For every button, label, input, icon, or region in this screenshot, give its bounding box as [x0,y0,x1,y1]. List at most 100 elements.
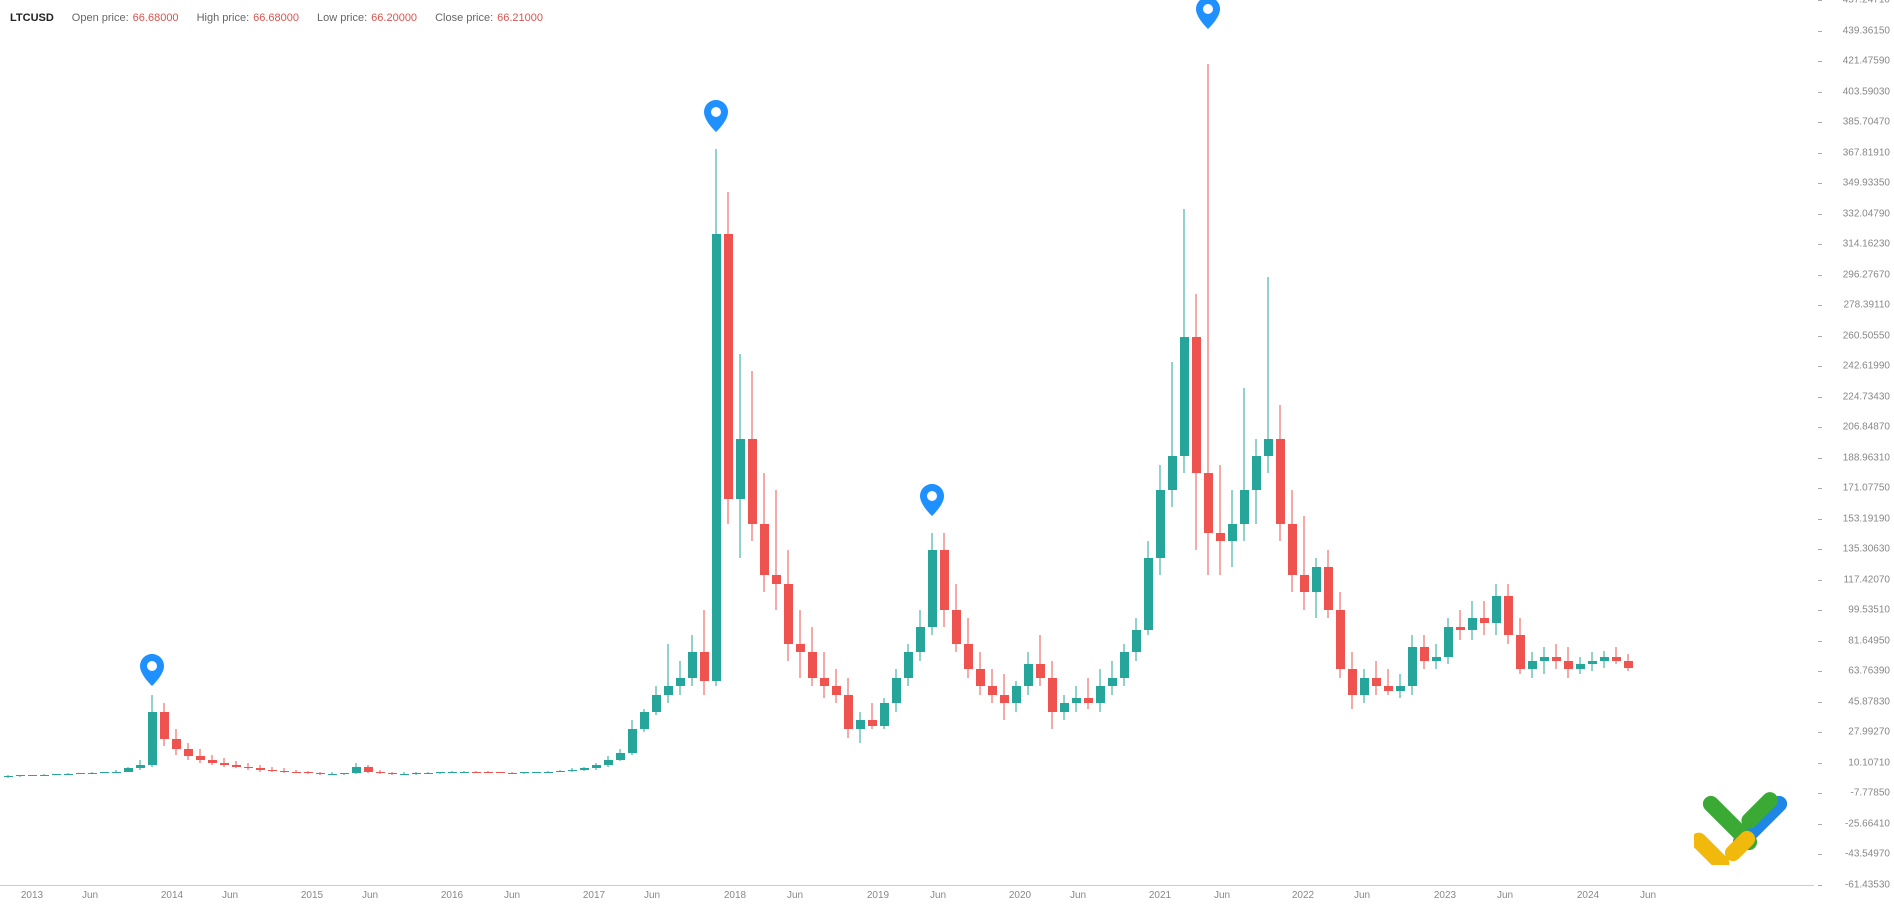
candle [1456,610,1465,641]
candle [412,772,421,774]
candle [160,703,169,746]
x-tick-label: 2016 [441,890,463,901]
candle [520,772,529,774]
candle [1324,550,1333,618]
candle [1312,558,1321,618]
y-tick-label: 242.61990 [1843,361,1890,372]
candle [1612,647,1621,664]
candle [1504,584,1513,644]
candle [112,770,121,773]
y-tick-label: 332.04790 [1843,208,1890,219]
candle [1384,669,1393,695]
location-marker-icon [1196,0,1220,29]
y-tick-label: 421.47590 [1843,56,1890,67]
candle [1012,681,1021,712]
candle [436,772,445,774]
candle [1420,635,1429,669]
candle [1600,651,1609,668]
candle [1588,652,1597,671]
candle [244,763,253,770]
candle [196,749,205,763]
candle [1084,678,1093,709]
y-tick-label: 367.81910 [1843,147,1890,158]
candle [100,772,109,774]
candle [232,761,241,768]
candle [796,610,805,678]
candle [136,760,145,770]
candle [460,771,469,773]
candle [328,772,337,775]
candle [856,712,865,743]
candle [1216,465,1225,576]
candle [280,768,289,773]
x-tick-label: 2013 [21,890,43,901]
candle [1480,601,1489,635]
candle [52,774,61,775]
x-tick-label: Jun [362,890,378,901]
candle [1060,695,1069,721]
x-tick-label: Jun [1214,890,1230,901]
candle [988,669,997,703]
candlestick-chart[interactable] [0,0,1814,885]
candle [616,749,625,761]
candle [976,652,985,695]
x-tick-label: 2018 [724,890,746,901]
candle [1516,618,1525,674]
candle [1156,465,1165,576]
candle [76,773,85,774]
candle [568,768,577,771]
candle [1108,661,1117,695]
candle [1564,647,1573,678]
candle [208,755,217,765]
candle [1348,652,1357,708]
candle [340,773,349,775]
x-tick-label: 2024 [1577,890,1599,901]
candle [772,490,781,609]
candle [424,772,433,775]
y-tick-label: -43.54970 [1845,849,1890,860]
candle [1036,635,1045,686]
y-tick-label: -61.43530 [1845,880,1890,891]
candle [400,772,409,775]
candle [892,669,901,712]
candle [1252,439,1261,524]
y-tick-label: -25.66410 [1845,818,1890,829]
time-axis[interactable]: 2013Jun2014Jun2015Jun2016Jun2017Jun2018J… [0,885,1814,910]
y-tick-label: 99.53510 [1848,605,1890,616]
candle [40,774,49,775]
location-marker-icon [140,654,164,686]
price-axis[interactable]: 457.24710439.36150421.47590403.59030385.… [1814,0,1894,885]
candle [352,763,361,774]
candle [868,703,877,729]
candle [1000,674,1009,720]
x-tick-label: 2014 [161,890,183,901]
candle [808,627,817,687]
candle [1264,277,1273,473]
candle [4,775,13,778]
y-tick-label: 135.30630 [1843,544,1890,555]
x-tick-label: Jun [1354,890,1370,901]
candle [1132,618,1141,661]
candle [724,192,733,525]
candle [1192,294,1201,550]
candle [664,644,673,704]
candle [904,644,913,687]
candle [1432,644,1441,670]
y-tick-label: 296.27670 [1843,269,1890,280]
y-tick-label: 439.36150 [1843,25,1890,36]
candle [544,771,553,773]
candle [820,652,829,698]
x-tick-label: Jun [82,890,98,901]
y-tick-label: 385.70470 [1843,117,1890,128]
candle [532,772,541,774]
candle [1528,652,1537,678]
x-tick-label: Jun [644,890,660,901]
candle [1492,584,1501,635]
candle [1072,686,1081,712]
y-tick-label: 45.87830 [1848,696,1890,707]
candle [1360,669,1369,703]
candle [652,686,661,715]
candle [1048,661,1057,729]
candle [952,584,961,652]
candle [760,473,769,592]
